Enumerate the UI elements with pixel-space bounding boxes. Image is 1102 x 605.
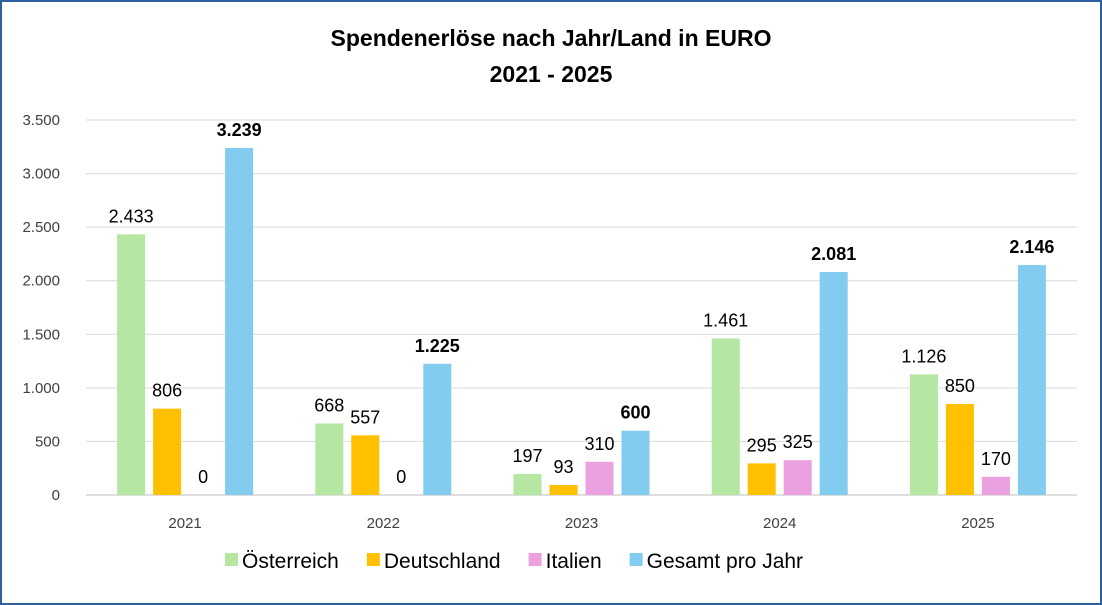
chart-subtitle: 2021 - 2025 (490, 61, 613, 87)
bar-deutschland (153, 408, 182, 495)
x-tick-label: 2023 (565, 515, 598, 532)
bar-gesamt-pro-jahr (225, 147, 254, 495)
data-label: 0 (396, 467, 406, 487)
data-label: 600 (620, 403, 650, 423)
data-label: 668 (314, 395, 344, 415)
bar-gesamt-pro-jahr (423, 363, 452, 495)
y-tick-label: 3.500 (22, 112, 60, 129)
data-label: 2.146 (1009, 237, 1054, 257)
data-label: 93 (553, 457, 573, 477)
bar-italien (585, 461, 614, 495)
y-tick-label: 0 (52, 487, 60, 504)
bar-gesamt-pro-jahr (1017, 265, 1046, 495)
bar-österreich (711, 338, 740, 495)
bar-italien (783, 460, 812, 495)
data-label: 325 (783, 432, 813, 452)
bar-österreich (909, 374, 938, 495)
y-tick-label: 1.000 (22, 380, 60, 397)
data-label: 170 (981, 449, 1011, 469)
legend-label: Deutschland (384, 550, 501, 573)
data-label: 3.239 (217, 120, 262, 140)
data-label: 2.433 (109, 206, 154, 226)
x-tick-label: 2025 (961, 515, 994, 532)
data-label: 2.081 (811, 244, 856, 264)
data-label: 0 (198, 467, 208, 487)
bar-deutschland (747, 463, 776, 495)
data-label: 197 (512, 446, 542, 466)
x-tick-label: 2024 (763, 515, 796, 532)
data-label: 850 (945, 376, 975, 396)
bar-deutschland (549, 485, 578, 495)
bar-österreich (117, 234, 146, 496)
x-tick-label: 2021 (168, 515, 201, 532)
legend-label: Österreich (242, 550, 339, 573)
x-tick-label: 2022 (367, 515, 400, 532)
data-label: 310 (584, 434, 614, 454)
y-tick-label: 2.500 (22, 219, 60, 236)
bar-gesamt-pro-jahr (819, 272, 848, 495)
y-tick-label: 1.500 (22, 326, 60, 343)
data-label: 557 (350, 407, 380, 427)
chart-title: Spendenerlöse nach Jahr/Land in EURO (331, 25, 772, 51)
legend-swatch (366, 553, 380, 566)
bar-deutschland (351, 435, 380, 495)
legend-swatch (629, 553, 643, 566)
data-label: 1.461 (703, 310, 748, 330)
y-tick-label: 3.000 (22, 166, 60, 183)
y-tick-label: 500 (35, 433, 60, 450)
data-label: 295 (747, 435, 777, 455)
legend-swatch (225, 553, 238, 566)
legend-swatch (528, 553, 542, 566)
legend-label: Gesamt pro Jahr (647, 550, 803, 573)
legend-label: Italien (546, 550, 602, 573)
y-tick-label: 2.000 (22, 273, 60, 290)
data-label: 806 (152, 381, 182, 401)
bar-österreich (513, 473, 542, 495)
bar-italien (981, 476, 1010, 495)
bar-gesamt-pro-jahr (621, 430, 650, 495)
bar-österreich (315, 423, 344, 495)
data-label: 1.225 (415, 336, 460, 356)
data-label: 1.126 (901, 346, 946, 366)
bar-deutschland (945, 403, 974, 495)
